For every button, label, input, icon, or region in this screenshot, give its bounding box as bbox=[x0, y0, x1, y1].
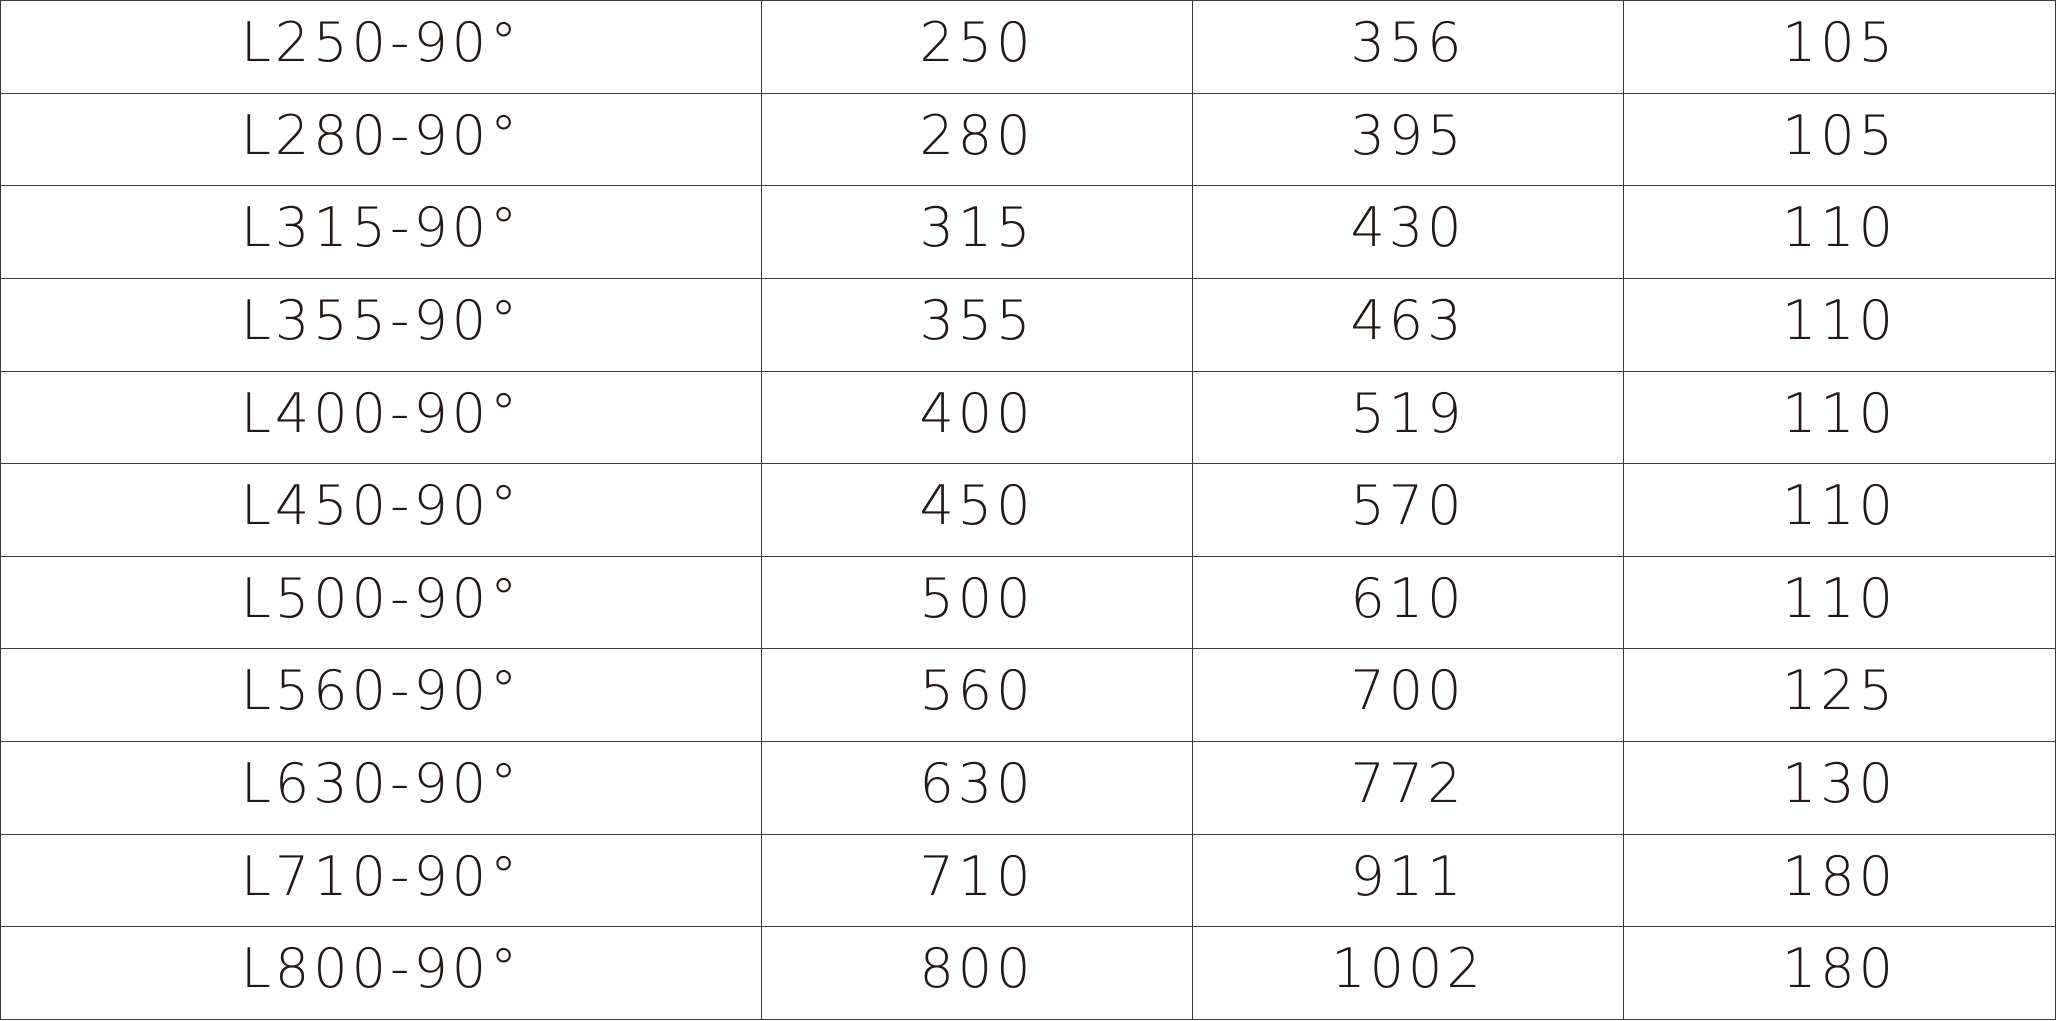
table-row: L450-90° 450 570 110 bbox=[0, 463, 2056, 557]
value-cell: 630 bbox=[761, 741, 1193, 835]
value-cell: 400 bbox=[761, 370, 1193, 465]
model-cell: L355-90° bbox=[0, 277, 762, 372]
value-cell: 911 bbox=[1192, 833, 1624, 928]
value-cell: 430 bbox=[1192, 185, 1624, 279]
table-row: L355-90° 355 463 110 bbox=[0, 277, 2056, 372]
value-cell: 180 bbox=[1623, 833, 2056, 928]
table-row: L630-90° 630 772 130 bbox=[0, 741, 2056, 835]
value-cell: 125 bbox=[1623, 648, 2056, 742]
value-cell: 710 bbox=[761, 833, 1193, 928]
value-cell: 463 bbox=[1192, 277, 1624, 372]
table-row: L315-90° 315 430 110 bbox=[0, 185, 2056, 279]
value-cell: 610 bbox=[1192, 555, 1624, 650]
value-cell: 105 bbox=[1623, 92, 2056, 187]
table-row: L400-90° 400 519 110 bbox=[0, 370, 2056, 465]
value-cell: 355 bbox=[761, 277, 1193, 372]
value-cell: 110 bbox=[1623, 370, 2056, 465]
value-cell: 110 bbox=[1623, 555, 2056, 650]
model-cell: L630-90° bbox=[0, 741, 762, 835]
value-cell: 519 bbox=[1192, 370, 1624, 465]
value-cell: 280 bbox=[761, 92, 1193, 187]
model-cell: L500-90° bbox=[0, 555, 762, 650]
value-cell: 500 bbox=[761, 555, 1193, 650]
value-cell: 1002 bbox=[1192, 926, 1624, 1020]
model-cell: L280-90° bbox=[0, 92, 762, 187]
value-cell: 110 bbox=[1623, 463, 2056, 557]
model-cell: L250-90° bbox=[0, 0, 762, 94]
table-row: L560-90° 560 700 125 bbox=[0, 648, 2056, 742]
value-cell: 180 bbox=[1623, 926, 2056, 1020]
model-cell: L800-90° bbox=[0, 926, 762, 1020]
value-cell: 110 bbox=[1623, 277, 2056, 372]
value-cell: 450 bbox=[761, 463, 1193, 557]
value-cell: 315 bbox=[761, 185, 1193, 279]
value-cell: 772 bbox=[1192, 741, 1624, 835]
value-cell: 700 bbox=[1192, 648, 1624, 742]
table-row: L500-90° 500 610 110 bbox=[0, 555, 2056, 650]
model-cell: L560-90° bbox=[0, 648, 762, 742]
table-row: L280-90° 280 395 105 bbox=[0, 92, 2056, 187]
value-cell: 356 bbox=[1192, 0, 1624, 94]
model-cell: L710-90° bbox=[0, 833, 762, 928]
model-cell: L400-90° bbox=[0, 370, 762, 465]
value-cell: 105 bbox=[1623, 0, 2056, 94]
value-cell: 250 bbox=[761, 0, 1193, 94]
value-cell: 395 bbox=[1192, 92, 1624, 187]
table-row: L250-90° 250 356 105 bbox=[0, 0, 2056, 94]
model-cell: L315-90° bbox=[0, 185, 762, 279]
value-cell: 110 bbox=[1623, 185, 2056, 279]
value-cell: 800 bbox=[761, 926, 1193, 1020]
value-cell: 560 bbox=[761, 648, 1193, 742]
value-cell: 570 bbox=[1192, 463, 1624, 557]
table-row: L800-90° 800 1002 180 bbox=[0, 926, 2056, 1020]
value-cell: 130 bbox=[1623, 741, 2056, 835]
model-cell: L450-90° bbox=[0, 463, 762, 557]
table-row: L710-90° 710 911 180 bbox=[0, 833, 2056, 928]
